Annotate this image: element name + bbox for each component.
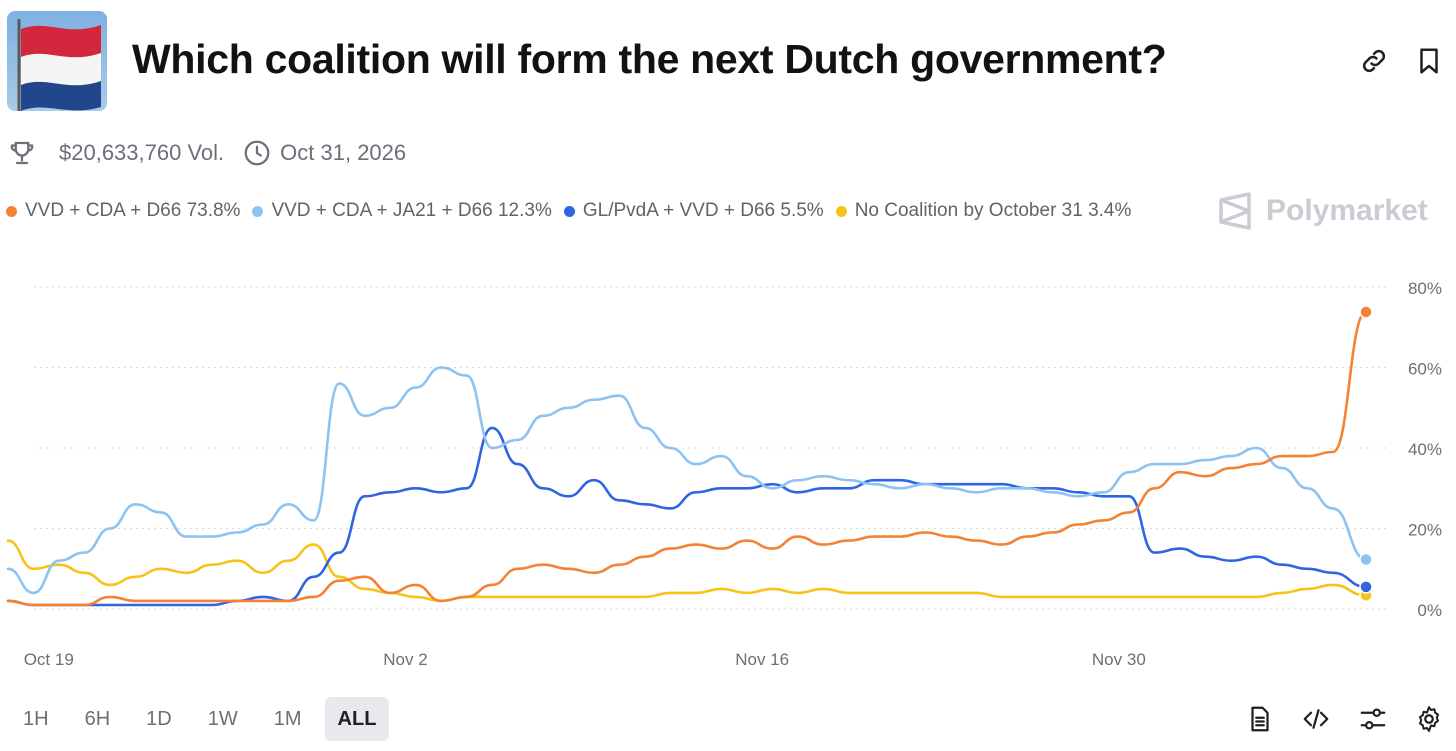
polymarket-watermark: Polymarket xyxy=(1218,192,1428,230)
page-title: Which coalition will form the next Dutch… xyxy=(132,36,1167,82)
series-line xyxy=(6,426,1368,607)
range-all[interactable]: ALL xyxy=(324,697,390,741)
sliders-icon[interactable] xyxy=(1358,704,1388,734)
legend-label: VVD + CDA + D66 73.8% xyxy=(25,200,241,221)
brand-name: Polymarket xyxy=(1266,194,1428,227)
legend-item: VVD + CDA + D66 73.8% xyxy=(6,200,240,222)
legend-dot-lightblue xyxy=(252,205,264,217)
settings-gear-icon[interactable] xyxy=(1414,704,1444,734)
legend-label: No Coalition by October 31 3.4% xyxy=(854,200,1132,221)
x-tick-label: Oct 19 xyxy=(24,650,74,669)
y-tick-label: 40% xyxy=(1408,440,1442,459)
y-tick-label: 0% xyxy=(1417,601,1442,620)
embed-code-icon[interactable] xyxy=(1301,704,1331,734)
range-1w[interactable]: 1W xyxy=(207,707,238,730)
x-tick-label: Nov 16 xyxy=(735,650,789,669)
polymarket-logo-icon xyxy=(1219,192,1251,230)
price-history-chart[interactable]: 0% 20% 40% 60% 80% Oct 19 Nov 2 Nov 16 Nov 30 xyxy=(0,270,1456,680)
y-tick-label: 80% xyxy=(1408,279,1442,298)
y-tick-label: 20% xyxy=(1408,521,1442,540)
series-end-point xyxy=(1359,552,1373,567)
legend-label: VVD + CDA + JA21 + D66 12.3% xyxy=(271,200,552,221)
series-end-point xyxy=(1359,305,1373,319)
trophy-icon xyxy=(10,141,34,165)
legend-label: GL/PvdA + VVD + D66 5.5% xyxy=(582,200,824,221)
range-1m[interactable]: 1M xyxy=(273,707,302,730)
series-line xyxy=(6,366,1368,595)
range-6h[interactable]: 6H xyxy=(84,707,111,730)
chart-legend: VVD + CDA + D66 73.8% VVD + CDA + JA21 +… xyxy=(6,200,1143,222)
legend-dot-blue xyxy=(563,205,575,217)
bookmark-icon[interactable] xyxy=(1414,46,1444,76)
document-icon[interactable] xyxy=(1245,704,1275,734)
series-line xyxy=(6,539,1368,603)
x-tick-label: Nov 2 xyxy=(383,650,427,669)
end-date-text: Oct 31, 2026 xyxy=(280,140,407,165)
x-tick-label: Nov 30 xyxy=(1092,650,1146,669)
legend-item: GL/PvdA + VVD + D66 5.5% xyxy=(563,200,824,222)
series-line xyxy=(6,310,1368,607)
volume-text: $20,633,760 Vol. xyxy=(59,140,225,165)
legend-dot-orange xyxy=(6,205,17,217)
time-range-selector: 1H 6H 1D 1W 1M ALL xyxy=(10,697,399,741)
link-icon[interactable] xyxy=(1359,46,1389,76)
legend-dot-yellow xyxy=(835,205,847,217)
series-end-point xyxy=(1359,580,1373,594)
market-image-netherlands-flag xyxy=(7,11,107,111)
market-meta: $20,633,760 Vol. Oct 31, 2026 xyxy=(0,136,406,170)
range-1h[interactable]: 1H xyxy=(23,707,49,730)
y-tick-label: 60% xyxy=(1408,360,1442,379)
legend-item: No Coalition by October 31 3.4% xyxy=(835,200,1132,222)
range-1d[interactable]: 1D xyxy=(146,707,172,730)
clock-icon xyxy=(244,140,270,166)
legend-item: VVD + CDA + JA21 + D66 12.3% xyxy=(252,200,552,222)
